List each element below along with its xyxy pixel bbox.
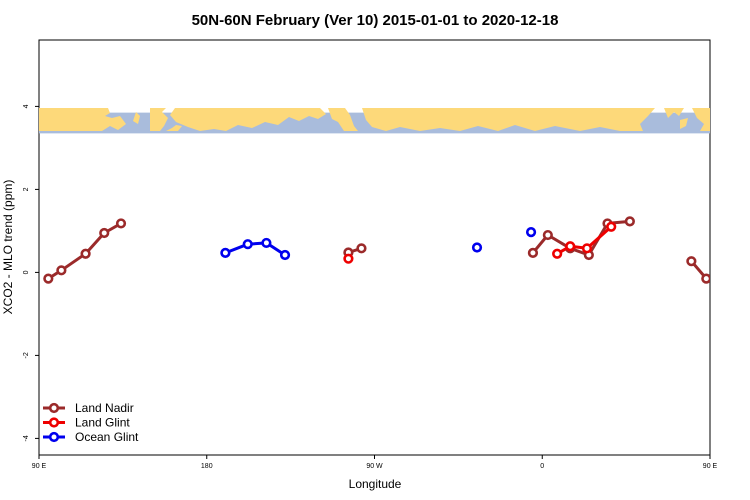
series-land-nadir — [43, 216, 750, 284]
data-point-land-nadir — [356, 243, 367, 254]
y-tick-label: 2 — [23, 187, 30, 191]
map-land — [680, 118, 688, 129]
data-point-land-glint — [565, 241, 576, 252]
map-land — [166, 125, 182, 131]
data-point-ocean-glint — [471, 242, 483, 253]
data-point-land-nadir — [115, 218, 127, 229]
legend-marker-land-glint — [48, 417, 60, 428]
data-point-land-glint — [552, 248, 563, 259]
y-tick-label: -2 — [23, 352, 30, 358]
legend-label-land-nadir: Land Nadir — [75, 401, 134, 415]
map-land — [362, 108, 655, 131]
legend-label-ocean-glint: Ocean Glint — [75, 430, 139, 444]
data-point-land-glint — [581, 243, 593, 254]
map-land — [170, 108, 326, 131]
chart-title: 50N-60N February (Ver 10) 2015-01-01 to … — [192, 12, 559, 29]
x-tick-label: 90 W — [366, 463, 383, 470]
data-point-ocean-glint — [261, 237, 272, 249]
data-point-land-nadir — [686, 256, 697, 267]
legend-marker-land-nadir — [48, 402, 60, 414]
y-axis: -4 -2 0 2 4 — [23, 104, 39, 442]
data-point-land-glint — [343, 253, 354, 264]
data-point-land-nadir — [80, 248, 91, 259]
series-line-ocean-glint — [224, 241, 286, 257]
y-axis-title: XCO2 - MLO trend (ppm) — [1, 180, 15, 315]
map-land — [133, 112, 140, 124]
series-line-land-nadir — [690, 260, 710, 281]
x-tick-label: 180 — [201, 463, 213, 470]
x-tick-label: 90 E — [32, 463, 47, 470]
map-land — [328, 108, 358, 131]
data-point-land-glint — [606, 221, 617, 232]
data-point-land-nadir — [99, 227, 110, 239]
data-point-ocean-glint — [220, 247, 231, 258]
series-land-glint — [343, 221, 617, 264]
series-ocean-glint — [220, 227, 537, 261]
map-land — [692, 108, 710, 131]
y-tick-label: 4 — [23, 104, 30, 108]
data-point-ocean-glint — [242, 239, 253, 250]
data-point-land-nadir — [43, 273, 54, 284]
y-tick-label: -4 — [23, 435, 30, 441]
series-layer — [43, 216, 750, 284]
data-point-land-nadir — [527, 247, 539, 258]
data-point-land-nadir — [542, 229, 553, 241]
data-point-ocean-glint — [279, 249, 291, 261]
plot-frame — [38, 39, 711, 456]
data-point-land-nadir — [701, 273, 710, 284]
legend-marker-ocean-glint — [48, 431, 60, 443]
series-line-land-glint — [556, 225, 613, 256]
data-point-land-nadir — [745, 250, 750, 258]
legend-label-land-glint: Land Glint — [75, 416, 130, 430]
data-point-land-nadir — [56, 265, 67, 276]
x-tick-label: 90 E — [703, 463, 718, 470]
x-axis: 90 E 180 90 W 0 90 E — [32, 455, 718, 470]
map-land — [39, 108, 126, 131]
data-point-land-nadir — [624, 216, 635, 227]
data-point-land-nadir — [725, 267, 733, 275]
map-land — [150, 108, 168, 131]
data-point-ocean-glint — [525, 227, 537, 238]
x-tick-label: 0 — [540, 463, 544, 470]
x-axis-title: Longitude — [349, 477, 402, 491]
world-map-band — [39, 108, 710, 134]
map-land — [664, 108, 684, 118]
y-tick-label: 0 — [23, 270, 30, 274]
